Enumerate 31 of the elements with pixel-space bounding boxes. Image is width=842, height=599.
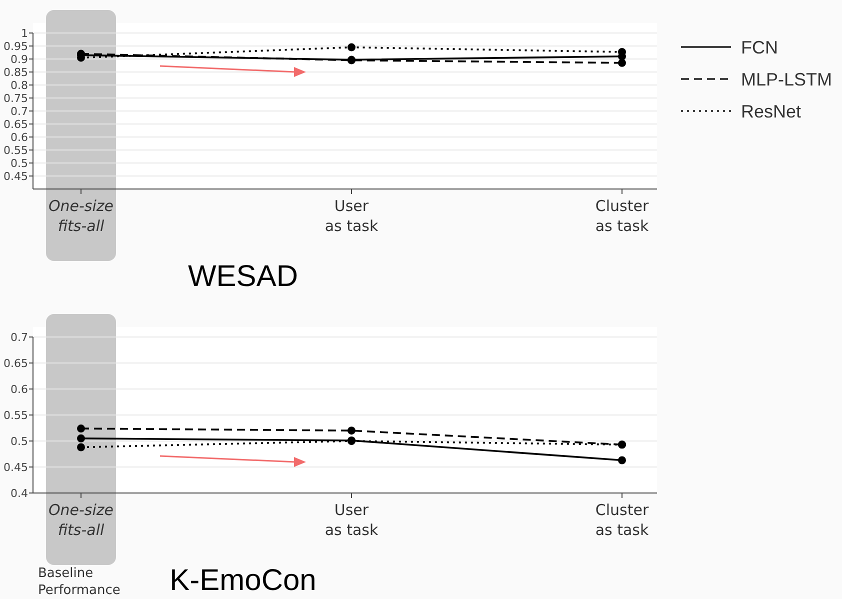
x-tick-label: User as task bbox=[324, 197, 378, 235]
x-tick-label: User as task bbox=[324, 501, 378, 539]
text: WESAD bbox=[188, 260, 298, 293]
legend-label: ResNet bbox=[741, 101, 802, 122]
y-tick-label: 0.6 bbox=[10, 130, 28, 144]
y-tick-label: 0.85 bbox=[4, 66, 28, 79]
legend-label: FCN bbox=[741, 37, 778, 58]
y-tick-label: 0.8 bbox=[10, 78, 28, 92]
band-label: Baseline Performance bbox=[38, 566, 120, 598]
x-tick-label: One-size fits-all bbox=[48, 501, 114, 539]
y-tick-label: 1 bbox=[21, 26, 28, 40]
y-tick-label: 0.6 bbox=[10, 382, 28, 396]
y-tick-label: 0.65 bbox=[4, 118, 28, 131]
x-tick-label: One-size fits-all bbox=[48, 197, 114, 235]
y-tick-label: 0.65 bbox=[4, 356, 28, 370]
y-tick-label: 0.5 bbox=[10, 156, 28, 170]
text: K-EmoCon bbox=[170, 564, 316, 597]
y-tick-label: 0.7 bbox=[10, 104, 28, 118]
y-tick-label: 0.9 bbox=[10, 52, 28, 66]
x-tick-label: Cluster as task bbox=[595, 501, 650, 539]
y-tick-label: 0.95 bbox=[4, 40, 28, 53]
y-tick-label: 0.7 bbox=[10, 330, 28, 344]
y-tick-label: 0.55 bbox=[4, 144, 28, 157]
x-tick-label: Cluster as task bbox=[595, 197, 650, 235]
legend-label: MLP-LSTM bbox=[741, 69, 832, 90]
y-tick-label: 0.55 bbox=[4, 408, 28, 422]
y-tick-label: 0.75 bbox=[4, 92, 28, 105]
y-tick-label: 0.4 bbox=[10, 486, 28, 500]
y-tick-label: 0.45 bbox=[4, 170, 28, 183]
y-tick-label: 0.45 bbox=[4, 460, 28, 474]
y-tick-label: 0.5 bbox=[10, 434, 28, 448]
